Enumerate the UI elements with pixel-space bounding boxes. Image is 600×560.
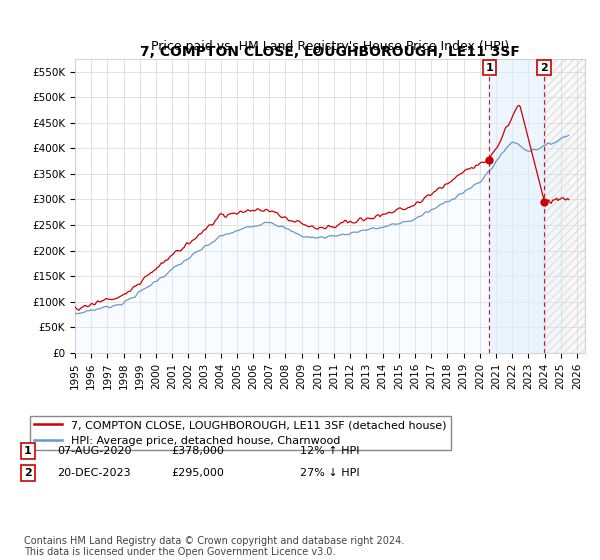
Title: 7, COMPTON CLOSE, LOUGHBOROUGH, LE11 3SF: 7, COMPTON CLOSE, LOUGHBOROUGH, LE11 3SF	[140, 45, 520, 59]
Text: Contains HM Land Registry data © Crown copyright and database right 2024.
This d: Contains HM Land Registry data © Crown c…	[24, 535, 404, 557]
Text: £378,000: £378,000	[171, 446, 224, 456]
Text: 27% ↓ HPI: 27% ↓ HPI	[300, 468, 359, 478]
Text: 20-DEC-2023: 20-DEC-2023	[57, 468, 131, 478]
Text: 2: 2	[24, 468, 32, 478]
Text: 07-AUG-2020: 07-AUG-2020	[57, 446, 131, 456]
Legend: 7, COMPTON CLOSE, LOUGHBOROUGH, LE11 3SF (detached house), HPI: Average price, d: 7, COMPTON CLOSE, LOUGHBOROUGH, LE11 3SF…	[29, 416, 451, 450]
Text: 1: 1	[485, 63, 493, 73]
Text: 1: 1	[24, 446, 32, 456]
Text: £295,000: £295,000	[171, 468, 224, 478]
Text: 12% ↑ HPI: 12% ↑ HPI	[300, 446, 359, 456]
Text: 2: 2	[540, 63, 548, 73]
Text: Price paid vs. HM Land Registry's House Price Index (HPI): Price paid vs. HM Land Registry's House …	[151, 40, 509, 53]
